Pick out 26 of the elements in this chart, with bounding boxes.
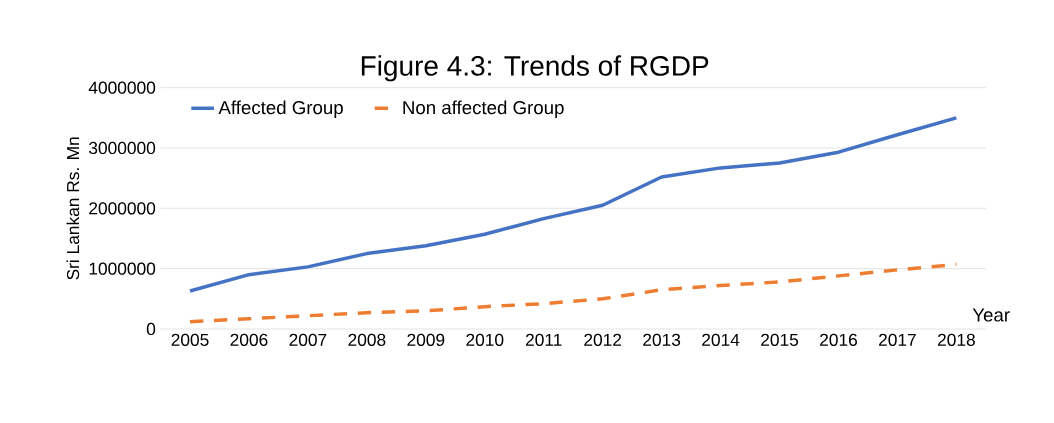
x-tick-label: 2009 bbox=[407, 333, 445, 346]
x-tick-label: 2005 bbox=[171, 333, 209, 346]
y-tick-label: 2000000 bbox=[89, 202, 156, 215]
x-tick-label: 2014 bbox=[702, 333, 740, 346]
x-tick-label: 2017 bbox=[879, 333, 916, 346]
x-tick-label: 2012 bbox=[584, 333, 622, 346]
chart-title: Figure 4.3: Trends of RGDP bbox=[361, 55, 709, 82]
x-tick-label: 2018 bbox=[937, 333, 975, 346]
x-tick-label: 2015 bbox=[761, 333, 799, 346]
x-tick-label: 2011 bbox=[525, 333, 562, 346]
y-tick-label: 3000000 bbox=[89, 141, 156, 155]
x-tick-label: 2006 bbox=[230, 333, 268, 346]
line-series bbox=[188, 262, 959, 324]
x-tick-label: 2016 bbox=[820, 333, 857, 346]
x-tick-label: 2013 bbox=[643, 333, 681, 346]
x-axis-title: Year bbox=[972, 308, 1010, 322]
y-tick-label: 0 bbox=[146, 322, 156, 336]
y-tick-label: 1000000 bbox=[89, 262, 156, 275]
line-series bbox=[188, 116, 959, 293]
x-tick-label: 2007 bbox=[289, 333, 327, 346]
x-tick-label: 2008 bbox=[348, 333, 386, 346]
legend-label: Non affected Group bbox=[403, 100, 564, 118]
x-tick-label: 2010 bbox=[466, 333, 504, 346]
legend-label: Affected Group bbox=[218, 100, 343, 118]
y-tick-label: 4000000 bbox=[88, 81, 156, 94]
y-axis-title: Sri Lankan Rs. Mn bbox=[66, 137, 80, 280]
